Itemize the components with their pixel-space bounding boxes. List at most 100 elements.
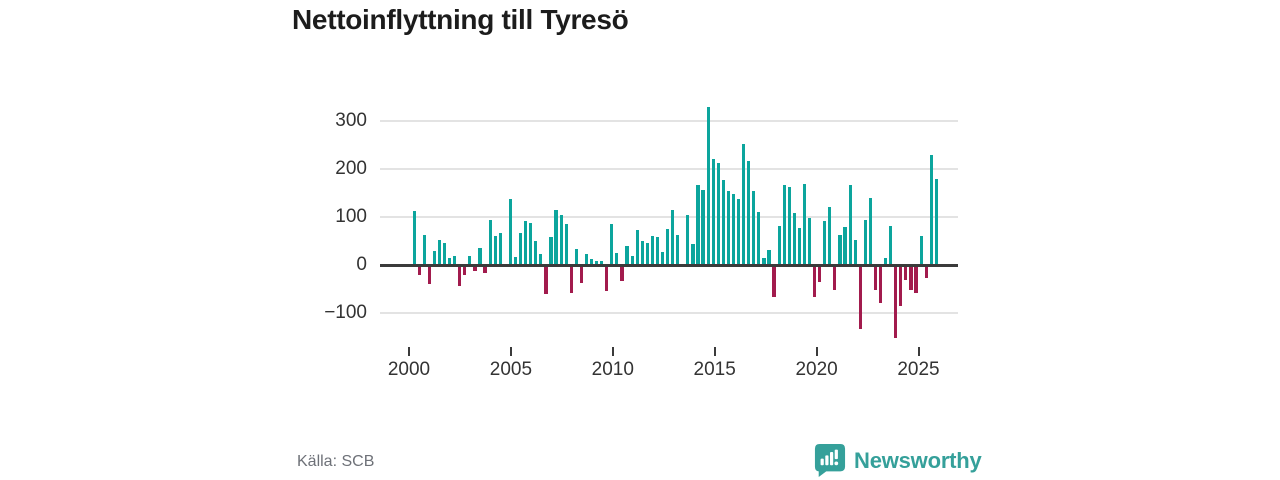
x-axis-tick-label: 2025 bbox=[897, 359, 940, 380]
bar-quarter-2014q1 bbox=[696, 185, 700, 265]
bar-quarter-2001q2 bbox=[437, 239, 442, 265]
bar-quarter-2018q2 bbox=[782, 184, 786, 265]
bar-quarter-2025q2 bbox=[924, 265, 928, 278]
bar-quarter-2016q2 bbox=[742, 143, 746, 265]
bar-quarter-2000q2 bbox=[417, 265, 421, 276]
bar-quarter-2002q1 bbox=[453, 255, 457, 265]
bar-quarter-2013q1 bbox=[676, 235, 680, 265]
x-axis-tick bbox=[917, 347, 920, 356]
bar-quarter-2012q2 bbox=[660, 251, 665, 265]
gridline-y-100 bbox=[380, 216, 958, 218]
bar-quarter-2010q1 bbox=[615, 253, 619, 265]
bar-quarter-2022q1 bbox=[858, 265, 862, 330]
bar-quarter-2007q2 bbox=[559, 215, 563, 265]
x-axis-tick bbox=[509, 347, 512, 356]
bar-quarter-2023q3 bbox=[889, 226, 893, 265]
y-axis-tick-label: −100 bbox=[324, 302, 367, 323]
bar-quarter-2003q3 bbox=[483, 265, 487, 273]
x-axis-tick bbox=[713, 347, 716, 356]
bar-quarter-2012q1 bbox=[655, 236, 660, 265]
y-axis-tick-label: 0 bbox=[356, 254, 367, 275]
y-axis-tick-label: 300 bbox=[335, 110, 367, 131]
bar-quarter-2005q4 bbox=[529, 222, 533, 265]
x-axis-tick-label: 2015 bbox=[693, 359, 736, 380]
source-text: Källa: SCB bbox=[297, 453, 375, 470]
bar-quarter-2013q4 bbox=[691, 244, 695, 265]
x-axis-tick bbox=[408, 347, 410, 356]
bar-quarter-2011q4 bbox=[650, 236, 654, 265]
bar-quarter-2003q1 bbox=[473, 265, 477, 272]
bar-quarter-2018q4 bbox=[792, 213, 796, 265]
bar-quarter-2023q1 bbox=[878, 265, 883, 303]
bar-quarter-2010q4 bbox=[630, 255, 634, 265]
bar-quarter-2009q1 bbox=[595, 261, 599, 265]
bar-quarter-2022q3 bbox=[868, 198, 872, 265]
bar-quarter-2005q3 bbox=[524, 221, 528, 265]
bar-quarter-2006q4 bbox=[549, 236, 553, 265]
bar-quarter-2024q2 bbox=[904, 265, 908, 281]
bar-quarter-2007q3 bbox=[564, 223, 568, 265]
bar-quarter-2023q2 bbox=[884, 257, 888, 265]
gridline-y-300 bbox=[380, 120, 958, 122]
bar-quarter-2005q2 bbox=[518, 233, 523, 265]
bar-quarter-2009q3 bbox=[605, 265, 609, 292]
bar-quarter-2003q4 bbox=[488, 220, 492, 265]
bar-quarter-2020q1 bbox=[818, 265, 822, 283]
bar-quarter-2020q4 bbox=[833, 265, 837, 290]
bar-quarter-2018q1 bbox=[777, 226, 781, 265]
bar-quarter-2025q3 bbox=[929, 154, 933, 265]
bar-quarter-2019q3 bbox=[807, 218, 812, 265]
bar-quarter-2001q1 bbox=[432, 250, 436, 265]
bar-quarter-2019q1 bbox=[797, 228, 801, 265]
y-axis-tick-label: 100 bbox=[335, 206, 367, 227]
bar-quarter-2008q2 bbox=[579, 265, 583, 284]
newsworthy-speech-bubble-chart-icon bbox=[814, 443, 846, 478]
bar-quarter-2014q2 bbox=[701, 190, 705, 265]
bar-quarter-2002q3 bbox=[463, 265, 467, 276]
bar-quarter-2024q1 bbox=[899, 265, 903, 307]
bar-quarter-2010q3 bbox=[625, 245, 629, 265]
x-axis-tick-label: 2010 bbox=[591, 359, 634, 380]
bar-quarter-2018q3 bbox=[787, 186, 791, 265]
bar-quarter-2016q4 bbox=[752, 190, 756, 265]
bar-quarter-2006q2 bbox=[539, 254, 543, 265]
x-axis-zero-line bbox=[380, 263, 958, 267]
bar-quarter-2025q4 bbox=[934, 178, 938, 265]
bar-quarter-2011q1 bbox=[635, 229, 639, 265]
bar-quarter-2007q4 bbox=[569, 265, 573, 294]
bar-quarter-2016q3 bbox=[747, 160, 751, 265]
bar-quarter-2023q4 bbox=[894, 265, 898, 338]
bar-quarter-2009q2 bbox=[600, 261, 604, 265]
bar-quarter-2020q3 bbox=[828, 206, 832, 265]
bar-quarter-2000q1 bbox=[412, 210, 416, 265]
bar-quarter-2025q1 bbox=[919, 236, 923, 265]
bar-quarter-2017q4 bbox=[772, 265, 776, 298]
bar-quarter-2024q4 bbox=[914, 265, 918, 294]
bar-quarter-2001q3 bbox=[442, 242, 447, 265]
bar-quarter-2005q1 bbox=[513, 257, 518, 265]
bar-quarter-2020q2 bbox=[823, 220, 827, 265]
bar-quarter-2004q2 bbox=[498, 233, 502, 265]
x-axis-tick bbox=[611, 347, 614, 356]
bar-quarter-2016q1 bbox=[736, 199, 741, 265]
bar-quarter-2010q2 bbox=[620, 265, 624, 282]
bar-quarter-2008q3 bbox=[584, 253, 589, 265]
bar-quarter-2014q4 bbox=[711, 159, 715, 265]
bar-quarter-2009q4 bbox=[610, 224, 614, 265]
bar-quarter-2021q2 bbox=[843, 226, 847, 265]
x-axis-tick-label: 2020 bbox=[795, 359, 838, 380]
bar-quarter-2015q4 bbox=[731, 193, 736, 265]
bar-quarter-2012q4 bbox=[671, 209, 675, 265]
bar-quarter-2002q2 bbox=[458, 265, 462, 286]
bar-quarter-2012q3 bbox=[666, 229, 670, 265]
bar-quarter-2000q4 bbox=[427, 265, 431, 285]
bar-quarter-2017q1 bbox=[757, 212, 761, 265]
bar-quarter-2008q1 bbox=[574, 249, 578, 265]
bar-quarter-2022q2 bbox=[863, 219, 867, 265]
x-axis-tick-label: 2005 bbox=[489, 359, 533, 380]
bar-quarter-2015q3 bbox=[726, 191, 731, 265]
bar-quarter-2014q3 bbox=[706, 106, 710, 265]
bar-quarter-2017q2 bbox=[762, 258, 766, 265]
bar-quarter-2006q3 bbox=[544, 265, 548, 294]
x-axis-tick-label: 2000 bbox=[387, 359, 431, 380]
